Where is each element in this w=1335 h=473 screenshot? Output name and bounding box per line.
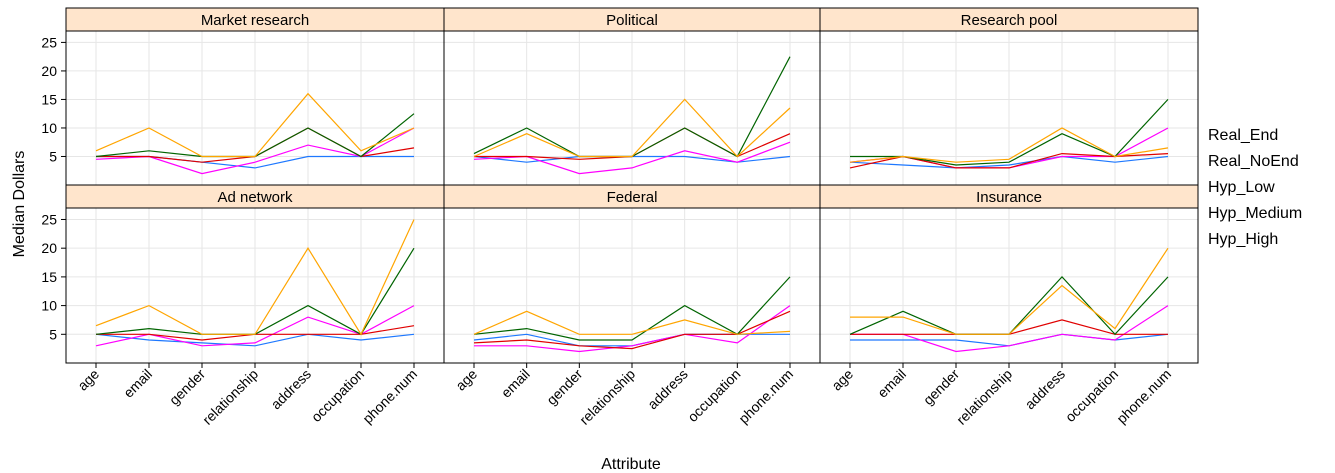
legend-entry-Hyp_High: Hyp_High (1208, 231, 1278, 248)
x-tick-label: email (120, 366, 155, 401)
x-tick-label: occupation (684, 366, 743, 425)
panel-title: Insurance (976, 189, 1042, 206)
x-tick-label: relationship (576, 366, 638, 428)
x-tick-label: gender (166, 366, 208, 408)
x-tick-label: phone.num (1113, 366, 1174, 427)
panel: Research pool (819, 7, 1199, 186)
y-tick-label: 15 (41, 91, 57, 107)
x-tick-label: phone.num (735, 366, 796, 427)
x-tick-label: address (644, 366, 691, 413)
y-tick-label: 25 (41, 211, 57, 227)
x-tick-label: address (268, 366, 315, 413)
series-line-Hyp_High (850, 247, 1169, 335)
series-line-Real_NoEnd (474, 305, 791, 353)
x-tick-label: age (452, 366, 480, 394)
panel-title: Market research (201, 12, 309, 29)
x-tick-label: email (498, 366, 533, 401)
x-axis-title: Attribute (601, 456, 661, 473)
x-tick-label: occupation (1062, 366, 1121, 425)
series-line-Hyp_High (473, 310, 791, 335)
panel: Market research (65, 7, 445, 186)
y-tick-label: 20 (41, 240, 57, 256)
x-tick-label: relationship (953, 366, 1015, 428)
x-tick-label: occupation (308, 366, 367, 425)
legend-entry-Real_NoEnd: Real_NoEnd (1208, 153, 1299, 170)
series-line-Hyp_High (95, 219, 415, 336)
y-tick-label: 10 (41, 298, 57, 314)
x-tick-label: address (1022, 366, 1069, 413)
legend-entry-Real_End: Real_End (1208, 127, 1278, 144)
x-tick-label: age (74, 366, 102, 394)
y-tick-label: 20 (41, 63, 57, 79)
series-line-Real_End (95, 333, 415, 347)
series-line-Hyp_High (95, 92, 415, 158)
legend-entry-Hyp_Low: Hyp_Low (1208, 179, 1275, 196)
y-tick-label: 10 (41, 120, 57, 136)
y-tick-label: 5 (49, 148, 57, 164)
panel: Federal (443, 184, 821, 364)
panel-title: Federal (607, 189, 658, 206)
x-tick-label: email (874, 366, 909, 401)
panel-title: Research pool (961, 12, 1058, 29)
panel-title: Ad network (217, 189, 293, 206)
y-axis-title: Median Dollars (11, 151, 28, 258)
y-tick-label: 5 (49, 326, 57, 342)
series-line-Hyp_High (473, 98, 791, 158)
series-line-Real_End (849, 155, 1169, 169)
panels-layer: Market research Political Research pool Ad … (65, 7, 1199, 364)
x-tick-label: age (828, 366, 856, 394)
y-tick-label: 25 (41, 34, 57, 50)
panel: Insurance (819, 184, 1199, 364)
series-line-Hyp_High (849, 127, 1169, 163)
x-tick-label: gender (920, 366, 962, 408)
panel: Ad network (65, 184, 445, 364)
panel-title: Political (606, 12, 658, 29)
panel: Political (443, 7, 821, 186)
x-tick-label: gender (543, 366, 585, 408)
y-tick-label: 15 (41, 269, 57, 285)
x-tick-label: phone.num (359, 366, 420, 427)
x-tick-label: relationship (199, 366, 261, 428)
legend: Real_End Real_NoEnd Hyp_Low Hyp_Medium Hyp_H… (1208, 127, 1302, 248)
legend-entry-Hyp_Medium: Hyp_Medium (1208, 205, 1302, 222)
